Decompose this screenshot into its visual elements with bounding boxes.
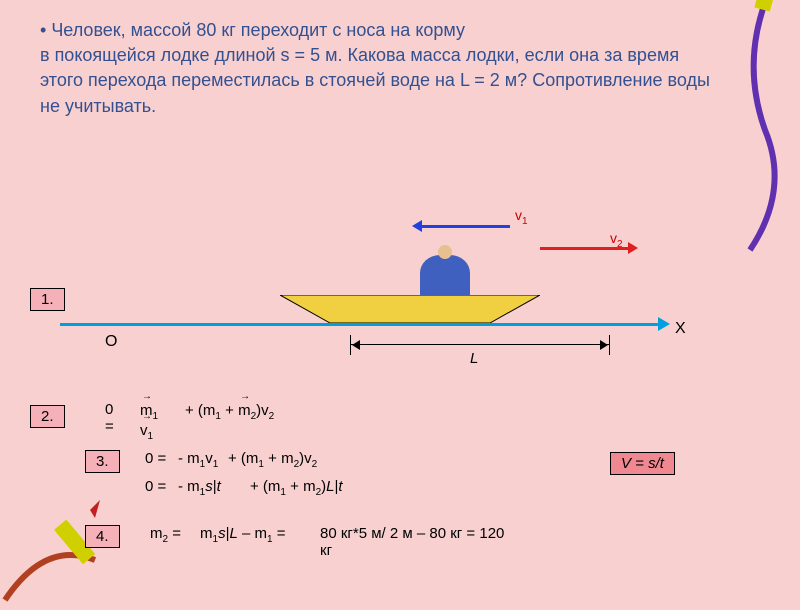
axis-origin-label: O xyxy=(105,333,117,351)
eq3a-term2: + (m1 + m2)v2 xyxy=(228,450,317,470)
eq4-result: 80 кг*5 м/ 2 м – 80 кг = 120кг xyxy=(320,525,620,559)
x-axis xyxy=(60,323,660,326)
crayon-decoration-top-right xyxy=(730,0,800,260)
v1-label: v1 xyxy=(515,207,528,227)
step-2-box: 2. xyxy=(30,405,65,428)
formula-vs: V = s/t xyxy=(610,452,675,475)
person-icon xyxy=(420,255,470,300)
physics-diagram: v1 v2 O X L xyxy=(50,225,690,375)
boat-shape xyxy=(280,295,540,325)
eq3b-term2: + (m1 + m2)L|t xyxy=(250,478,343,498)
eq2-term1: m1v1 xyxy=(140,402,158,442)
problem-text: Человек, массой 80 кг переходит с носа н… xyxy=(40,18,720,119)
crayon-decoration-bottom-left xyxy=(0,490,115,610)
axis-x-label: X xyxy=(675,320,686,338)
eq3a-lhs: 0 = xyxy=(145,450,166,467)
v1-arrow xyxy=(420,225,510,228)
problem-title: Человек, массой 80 кг переходит с носа н… xyxy=(40,18,720,43)
eq2-lhs: 0= xyxy=(105,402,114,435)
dimension-L-label: L xyxy=(470,350,478,367)
eq3b-term1: - m1s|t xyxy=(178,478,221,498)
eq2-term2: + (m1 + m2)v2 xyxy=(185,402,274,422)
eq4-lhs: m2 = xyxy=(150,525,181,545)
eq3b-lhs: 0 = xyxy=(145,478,166,495)
step-3-box: 3. xyxy=(85,450,120,473)
dimension-L xyxy=(350,335,610,355)
step-4-box: 4. xyxy=(85,525,120,548)
problem-body: в покоящейся лодке длиной s = 5 м. Каков… xyxy=(40,43,720,119)
v2-label: v2 xyxy=(610,230,623,250)
eq4-mid: m1s|L – m1 = xyxy=(200,525,286,545)
eq3a-term1: - m1v1 xyxy=(178,450,218,470)
